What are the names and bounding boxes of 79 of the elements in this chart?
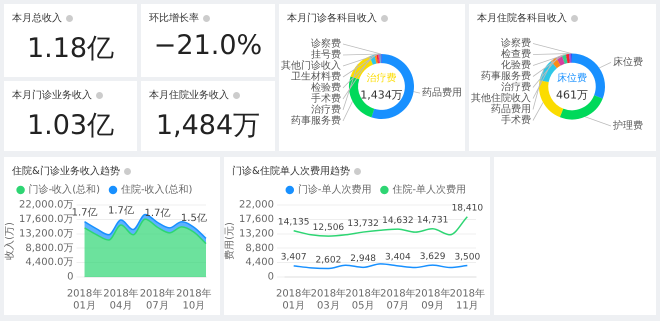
text: 治疗费 [366,72,396,84]
slice-label: 床位费 [557,72,587,84]
chart-title: 本月住院各科目收入 [477,13,567,24]
slice-label: 检查费 [501,48,531,60]
x-tick-label: 2018年01月 [276,288,312,312]
slice-label: 药品费用 [422,86,462,99]
y-axis-title: 费用(元) [224,222,236,260]
y-tick-label: 4,400 [245,257,274,268]
data-label: 14,135 [278,218,310,228]
y-tick-label: 13,200 [238,228,274,240]
text: 1.03亿 [26,109,116,143]
data-label: 14,731 [416,216,448,226]
slice-label: 药事服务费 [481,70,531,82]
x-tick-label: 2018年07月 [140,288,176,312]
slice-label: 治疗费 [311,104,341,116]
y-axis-title: 收入(万) [4,222,16,260]
x-tick-label: 2018年10月 [176,288,212,312]
data-label: 2,602 [316,255,342,266]
legend-label: 住院-收入(总和) [121,184,193,196]
data-label: 3,404 [384,252,412,263]
x-tick-label: 2018年03月 [310,288,346,312]
y-tick-label: 8,800.0万 [25,242,74,254]
y-tick-label: 4,400.0万 [25,257,74,268]
chart-title: 住院&门诊业务收入趋势 [12,166,120,177]
slice-label: 挂号费 [311,48,341,61]
slice-label: 手术费 [501,114,531,126]
data-label: 18,410 [452,204,484,214]
data-label: 3,407 [280,252,307,263]
x-tick-label: 2018年05月 [345,288,381,312]
text: 1.18亿 [26,32,116,66]
x-tick-label: 2018年11月 [450,288,486,312]
text: 1,484万 [154,109,262,143]
slice-label: 化验费 [501,59,531,72]
x-tick-label: 2018年04月 [103,288,139,312]
x-tick-label: 2018年07月 [380,288,416,312]
y-tick-label: 0 [268,272,274,283]
text: 461万 [556,88,588,102]
y-tick-label: 22,000 [238,200,274,211]
text: 环比增长率 [149,13,199,24]
data-label: 3,629 [420,252,446,262]
annotation: 1.7亿 [108,206,134,217]
annotation: 1.7亿 [144,208,170,219]
y-tick-label: 13,200.0万 [19,228,74,240]
y-tick-label: 17,600.0万 [19,214,74,225]
slice-label: 其他门诊收入 [281,60,341,72]
data-label: 12,506 [312,222,344,233]
slice-label: 药品费用 [491,103,531,116]
slice-label: 治疗费 [501,81,531,94]
y-tick-label: 0 [67,272,74,283]
chart-title: 门诊&住院单人次费用趋势 [232,166,350,177]
slice-label: 护理费 [612,120,643,132]
data-label: 13,732 [347,218,379,229]
chart-title: 本月门诊各科目收入 [287,13,377,24]
slice-label: 药事服务费 [291,114,341,127]
data-label: 3,500 [454,252,480,262]
slice-label: 卫生材料费 [291,70,341,83]
slice-label: 诊察费 [311,38,341,50]
slice-label: 检验费 [311,82,341,94]
legend-label: 门诊-单人次费用 [298,184,372,196]
x-tick-label: 2018年01月 [66,288,102,312]
text: 本月门诊业务收入 [12,90,92,101]
legend-label: 住院-单人次费用 [392,184,466,196]
slice-label: 手术费 [311,92,341,105]
annotation: 1.7亿 [72,207,98,218]
legend-label: 门诊-收入(总和) [28,184,100,196]
slice-label: 床位费 [613,56,643,68]
y-tick-label: 22,000.0万 [19,200,74,211]
slice-label: 其他住院收入 [471,92,531,104]
text: 1,434万 [360,88,403,102]
text: −21.0% [152,30,264,61]
text: 本月总收入 [12,13,62,24]
y-tick-label: 17,600 [238,214,274,225]
annotation: 1.5亿 [180,212,207,224]
slice-label: 诊察费 [501,37,531,50]
data-label: 2,948 [350,254,376,264]
text: 本月住院业务收入 [149,90,229,101]
y-tick-label: 8,800 [245,242,274,254]
data-label: 14,632 [382,216,414,226]
x-tick-label: 2018年09月 [414,288,450,312]
